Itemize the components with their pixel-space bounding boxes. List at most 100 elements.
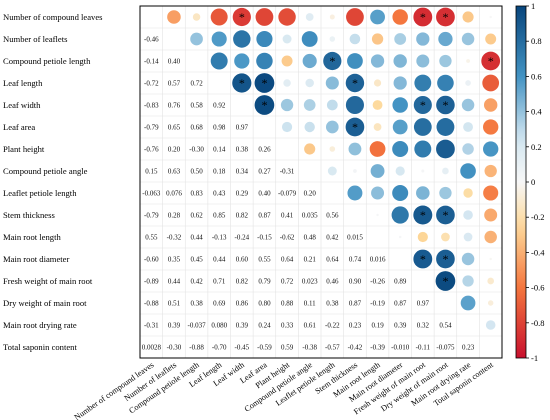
row-label: Leaf width (3, 100, 41, 110)
corr-value-label: -0.70 (212, 344, 227, 352)
corr-circle (466, 59, 470, 63)
corr-circle (370, 164, 385, 178)
corr-value-label: 0.035 (302, 212, 318, 220)
significance-mark: * (329, 54, 335, 68)
corr-value-label: 0.015 (347, 234, 363, 242)
colorbar-tick-label: -0.8 (531, 318, 544, 328)
corr-value-label: -0.15 (257, 234, 272, 242)
significance-mark: * (420, 252, 426, 266)
corr-circle (392, 9, 408, 25)
corr-value-label: -0.30 (167, 344, 182, 352)
corr-value-label: 0.64 (326, 256, 339, 264)
corr-value-label: -0.60 (144, 256, 159, 264)
corr-circle (370, 54, 385, 68)
corr-circle (413, 95, 432, 115)
corr-circle (256, 30, 273, 48)
corr-value-label: -0.19 (370, 300, 385, 308)
corr-circle (413, 7, 433, 27)
corr-circle (304, 143, 316, 155)
corr-value-label: -0.24 (235, 234, 250, 242)
corr-value-label: 0.11 (304, 300, 316, 308)
corr-value-label: 0.46 (326, 278, 339, 286)
corr-value-label: -0.079 (278, 190, 297, 198)
corr-circle (305, 78, 314, 88)
corr-value-label: 0.19 (371, 322, 384, 330)
significance-mark: * (420, 208, 426, 222)
corr-value-label: 0.82 (236, 212, 249, 220)
corr-circle (395, 166, 405, 176)
significance-mark: * (442, 274, 448, 288)
colorbar-gradient (515, 5, 527, 359)
corr-circle (345, 117, 365, 137)
corr-value-label: -0.79 (144, 124, 159, 132)
corr-circle (282, 34, 292, 44)
corr-circle (481, 51, 501, 71)
corr-value-label: 0.61 (304, 322, 317, 330)
corr-circle (465, 80, 471, 86)
corr-circle (304, 121, 315, 133)
corr-value-label: 0.21 (304, 256, 317, 264)
corr-value-label: -0.30 (189, 146, 204, 154)
colorbar-tick-label: 0.2 (531, 142, 542, 152)
corr-value-label: 0.76 (168, 102, 181, 110)
corr-circle (463, 188, 473, 198)
corr-circle (439, 54, 452, 68)
corr-circle (417, 231, 428, 243)
corr-value-label: 0.65 (168, 124, 181, 132)
corr-circle (210, 52, 228, 70)
corr-value-label: -0.075 (436, 344, 455, 352)
corr-circle (234, 53, 250, 69)
colorbar-tick-label: 0.6 (531, 71, 542, 81)
corr-value-label: 0.58 (190, 102, 203, 110)
corr-circle (349, 33, 361, 45)
colorbar-tick-label: 0.8 (531, 36, 542, 46)
corr-circle (301, 31, 318, 47)
corr-circle (303, 99, 316, 111)
corr-circle (462, 11, 474, 23)
corr-value-label: -0.62 (280, 234, 295, 242)
corr-circle (436, 118, 455, 136)
corr-circle (462, 143, 474, 155)
corr-circle (489, 15, 492, 19)
corr-circle (484, 164, 497, 178)
corr-circle (371, 186, 385, 200)
corr-circle (325, 76, 339, 90)
corr-value-label: -0.037 (188, 322, 207, 330)
corr-value-label: 0.88 (281, 300, 294, 308)
corr-circle (436, 95, 455, 115)
corr-circle (460, 295, 476, 311)
corr-value-label: 0.80 (258, 300, 271, 308)
corr-circle (413, 205, 433, 225)
row-label: Compound petiole length (3, 56, 91, 66)
corr-circle (437, 74, 454, 92)
corr-circle (345, 95, 364, 115)
corr-circle (255, 8, 274, 26)
significance-mark: * (352, 120, 358, 134)
corr-circle (392, 185, 409, 201)
corr-circle (436, 7, 455, 27)
corr-circle (232, 73, 252, 93)
corr-value-label: -0.38 (302, 344, 317, 352)
corr-value-label: 0.44 (190, 234, 203, 242)
corr-value-label: 0.59 (281, 344, 294, 352)
corr-value-label: 0.86 (236, 300, 249, 308)
corr-value-label: 0.39 (168, 322, 181, 330)
corr-value-label: 0.35 (168, 256, 181, 264)
corr-circle (416, 186, 430, 200)
corr-circle (254, 73, 275, 93)
colorbar-tick-label: 1 (531, 1, 535, 11)
corr-value-label: -0.14 (144, 58, 159, 66)
corr-value-label: 0.43 (213, 190, 226, 198)
corr-value-label: 0.64 (281, 256, 294, 264)
corr-value-label: 0.0028 (142, 344, 162, 352)
corr-circle (376, 213, 379, 217)
corr-value-label: 0.38 (236, 146, 249, 154)
corr-circle (463, 210, 473, 220)
corr-circle (256, 52, 273, 70)
corr-circle (442, 167, 449, 175)
corr-circle (436, 139, 455, 159)
corr-circle (167, 10, 181, 24)
corr-value-label: 0.97 (236, 124, 249, 132)
corr-circle (421, 169, 425, 173)
